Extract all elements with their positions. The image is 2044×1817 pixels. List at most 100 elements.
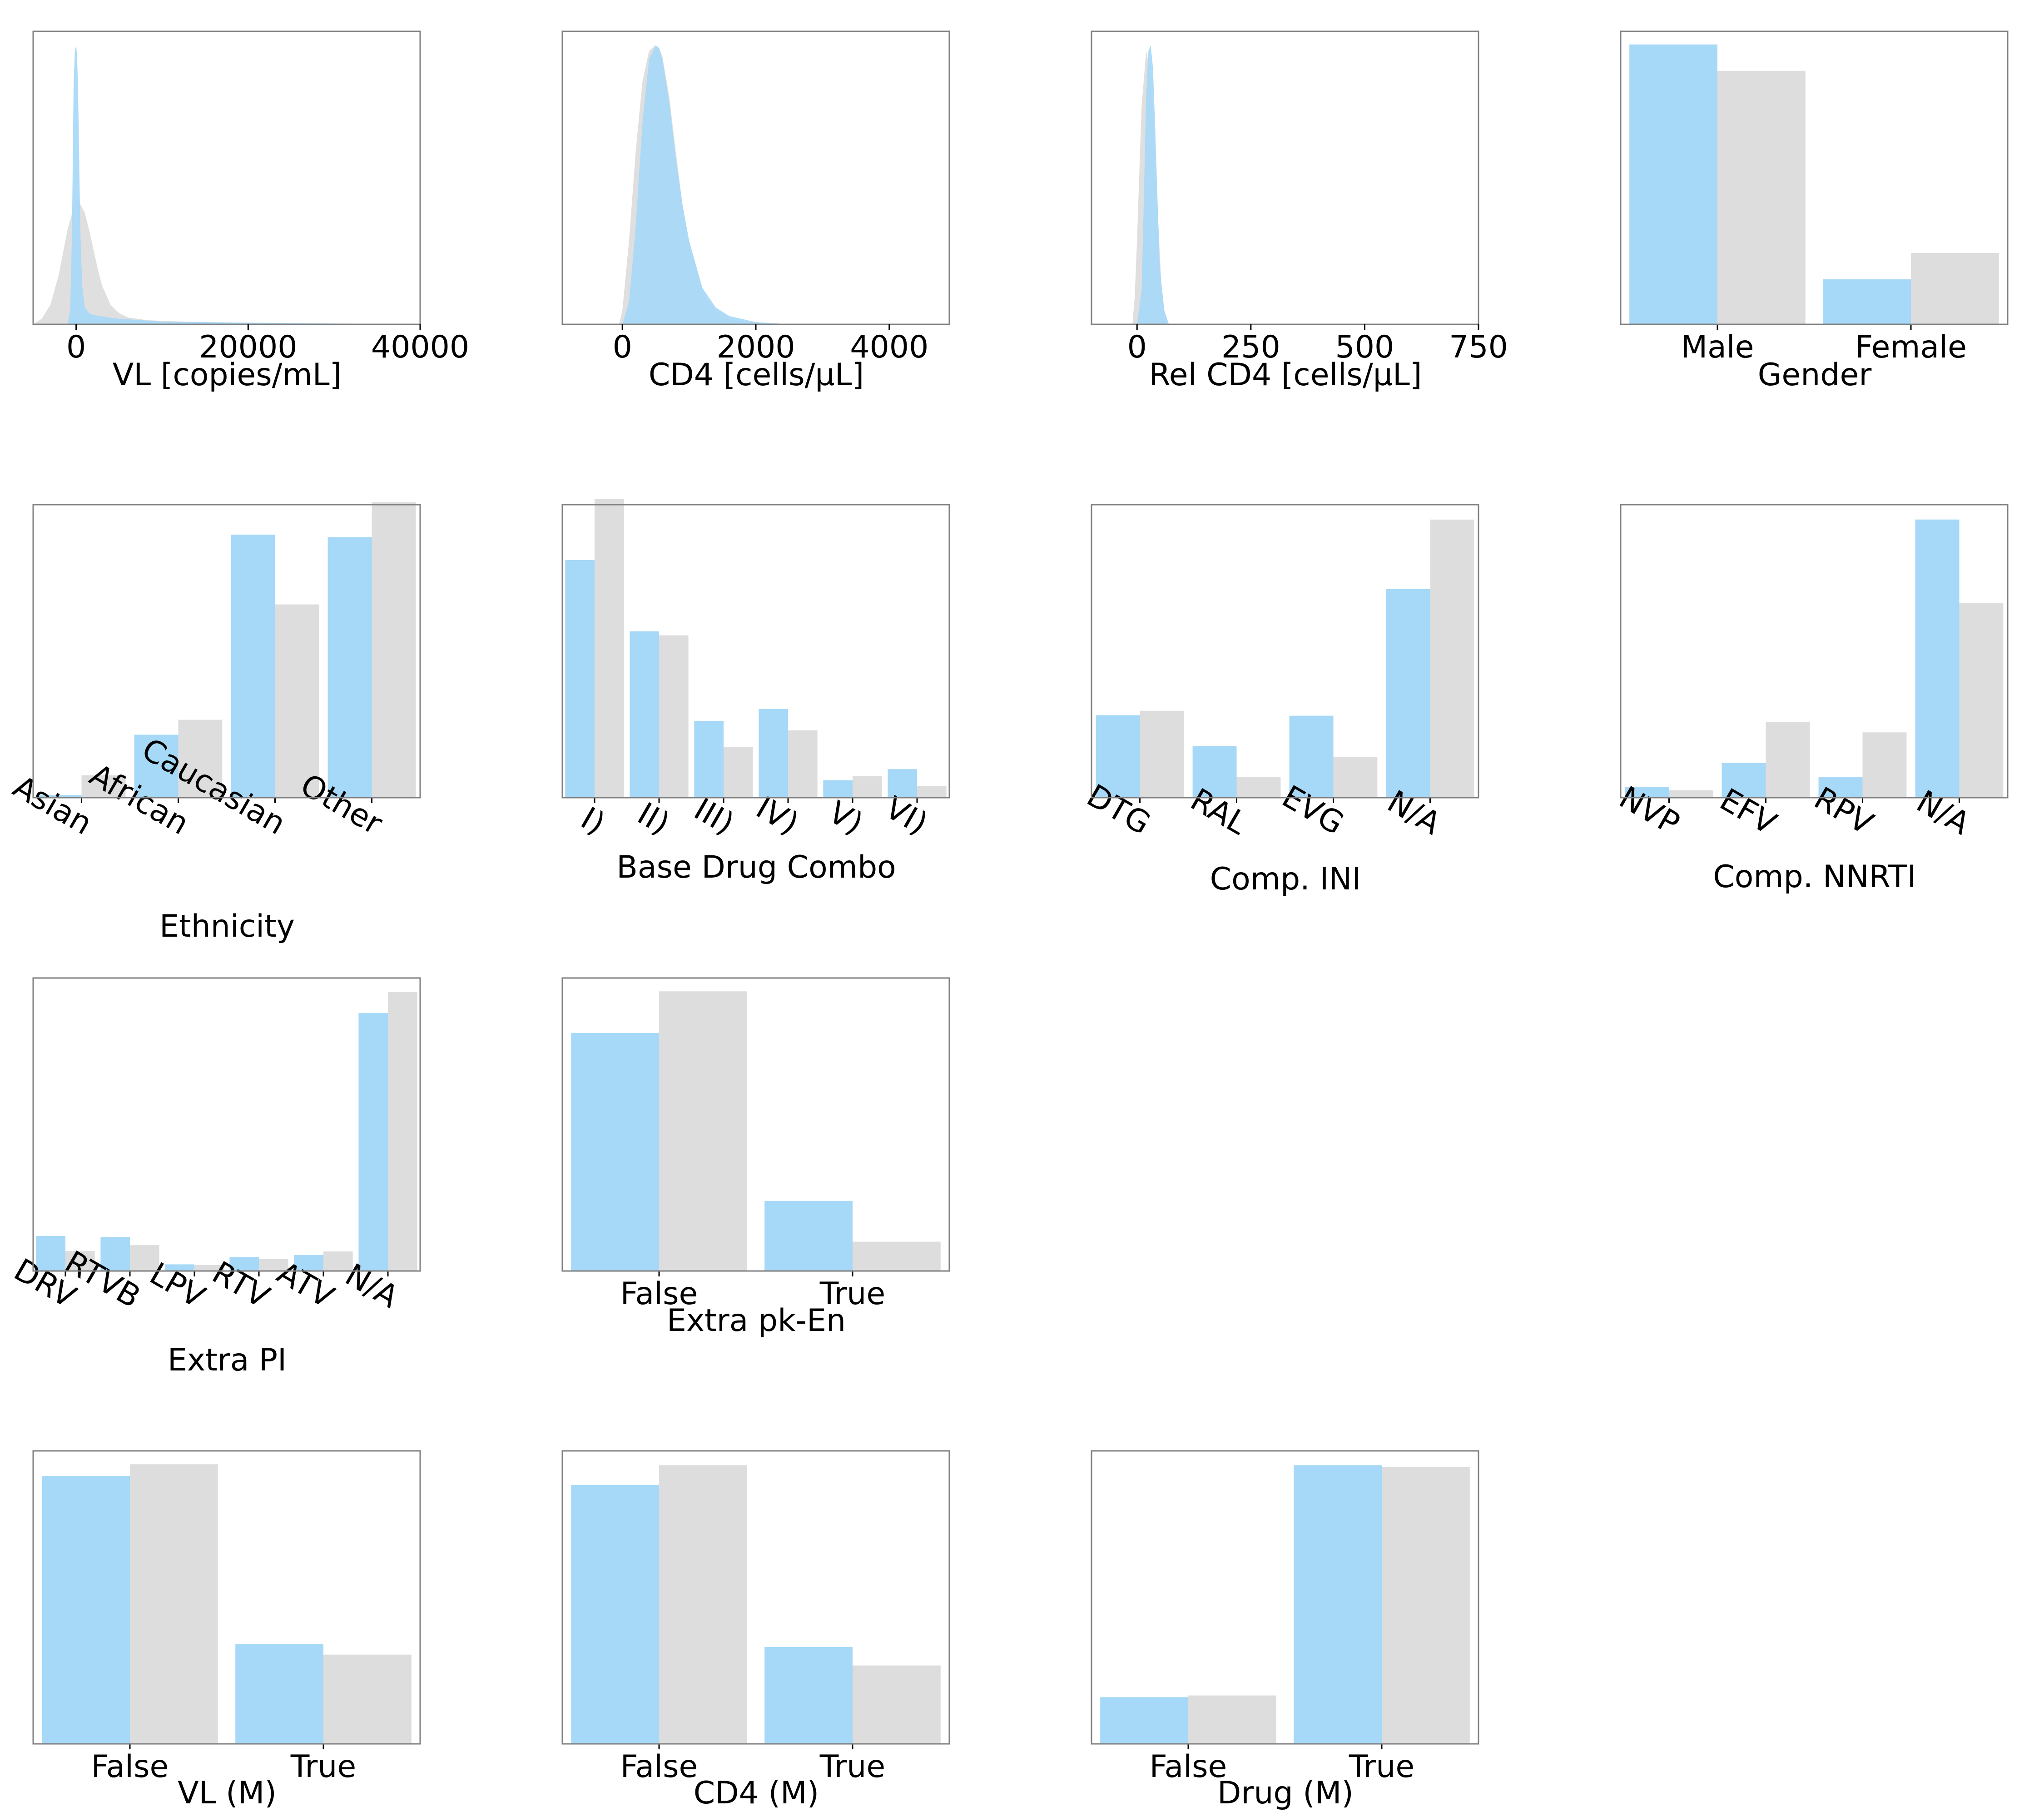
panel-extra-pk-en: Extra pk-En False True — [561, 977, 950, 1339]
bar-series-1 — [1823, 279, 1911, 324]
x-tick-label: 750 — [1449, 329, 1508, 365]
x-tick-label: 4000 — [850, 329, 928, 365]
axes-frame — [32, 1450, 421, 1745]
bar-series-1 — [1625, 787, 1669, 798]
axes-frame — [1091, 1450, 1479, 1745]
x-tick-label: False — [620, 1749, 698, 1785]
bar-series-2 — [194, 1265, 224, 1271]
x-tick-label: 250 — [1221, 329, 1280, 365]
bar-series-1 — [327, 537, 372, 798]
bar-series-2 — [853, 776, 882, 798]
xlabel-drug-m: Drug (M) — [1217, 1775, 1354, 1811]
bar-series-1 — [235, 1644, 323, 1744]
xlabel-rel-cd4: Rel CD4 [cells/µL] — [1149, 357, 1422, 393]
bar-series-2 — [1669, 790, 1713, 798]
x-tick-label: False — [91, 1749, 169, 1785]
bar-series-2 — [81, 775, 126, 798]
xlabel-vl-m: VL (M) — [178, 1775, 277, 1811]
bar-series-2 — [595, 499, 624, 798]
panel-rel-cd4: Rel CD4 [cells/µL] 0 250 500 750 — [1091, 30, 1508, 393]
bar-series-1 — [759, 709, 788, 798]
bar-series-2 — [130, 1464, 218, 1744]
axes-frame — [32, 504, 421, 799]
x-tick-label: True — [290, 1749, 356, 1785]
bar-series-1 — [823, 780, 853, 798]
axes-frame — [561, 504, 950, 799]
x-tick-label: II) — [631, 796, 675, 842]
density-series-2 — [67, 45, 420, 324]
bar-series-1 — [571, 1485, 659, 1744]
bar-series-1 — [1818, 777, 1863, 798]
xlabel-comp-nnrti: Comp. NNRTI — [1713, 859, 1916, 895]
axes-frame — [561, 977, 950, 1272]
x-tick-label: 20000 — [199, 329, 297, 365]
bar-series-2 — [1382, 1467, 1470, 1744]
panel-comp-ini: Comp. INI DTG RAL EVG N/A — [1081, 504, 1479, 897]
x-tick-label: True — [819, 1276, 885, 1312]
x-tick-label: Female — [1855, 329, 1967, 365]
bar-series-1 — [565, 560, 595, 798]
density-series-1 — [33, 199, 420, 324]
axes-frame — [1620, 504, 2009, 799]
x-tick-label: 500 — [1335, 329, 1394, 365]
bar-series-2 — [1236, 777, 1281, 798]
panel-gender: Gender Male Female — [1620, 30, 2009, 393]
panel-vl: VL [copies/mL] 0 20000 40000 — [32, 30, 469, 393]
bar-series-2 — [1717, 70, 1806, 325]
bar-series-2 — [659, 1465, 747, 1744]
bar-series-1 — [1192, 746, 1237, 798]
bar-series-1 — [694, 720, 724, 798]
axes-frame — [561, 30, 950, 325]
bar-series-1 — [1629, 44, 1717, 324]
bar-series-2 — [65, 1251, 95, 1271]
x-tick-label: 40000 — [371, 329, 469, 365]
x-tick-label: True — [1349, 1749, 1414, 1785]
bar-series-2 — [323, 1251, 353, 1271]
bar-series-2 — [853, 1241, 941, 1271]
xlabel-cd4-m: CD4 (M) — [694, 1775, 819, 1811]
bar-series-2 — [1333, 757, 1378, 798]
x-tick-label: 0 — [613, 329, 632, 365]
bar-series-1 — [1915, 519, 1960, 798]
bar-series-2 — [724, 747, 753, 798]
bar-series-2 — [1766, 722, 1810, 798]
bar-series-2 — [275, 604, 319, 798]
bar-series-1 — [37, 795, 82, 798]
xlabel-extra-pk-en: Extra pk-En — [667, 1303, 846, 1339]
x-tick-label: False — [1150, 1749, 1227, 1785]
xlabel-extra-pi: Extra PI — [168, 1342, 287, 1378]
x-tick-label: III) — [688, 791, 740, 842]
bar-series-1 — [42, 1476, 130, 1744]
bar-series-1 — [1100, 1697, 1188, 1744]
density-series-2 — [1137, 45, 1169, 324]
x-tick-label: False — [620, 1276, 698, 1312]
x-tick-label: I) — [575, 800, 611, 842]
bar-series-2 — [1862, 732, 1907, 798]
bar-series-2 — [323, 1654, 412, 1744]
bar-series-1 — [1386, 589, 1430, 798]
axes-frame — [32, 30, 421, 325]
bar-series-1 — [1096, 715, 1140, 798]
panel-drug-m: Drug (M) False True — [1091, 1450, 1479, 1811]
bar-series-1 — [1294, 1465, 1382, 1744]
x-tick-label: Male — [1681, 329, 1754, 365]
bar-series-1 — [630, 631, 659, 798]
bar-series-2 — [659, 991, 747, 1271]
x-tick-label: 0 — [66, 329, 86, 365]
bar-series-2 — [178, 720, 223, 798]
bar-series-1 — [134, 735, 179, 798]
bar-series-2 — [1140, 710, 1184, 798]
density-series-2 — [622, 45, 823, 324]
axes-frame — [561, 1450, 950, 1745]
xlabel-vl: VL [copies/mL] — [113, 357, 342, 393]
axes-frame — [1091, 30, 1479, 325]
bar-series-1 — [888, 769, 917, 798]
bar-series-2 — [372, 502, 416, 798]
bar-series-2 — [1188, 1695, 1276, 1744]
xlabel-ethnicity: Ethnicity — [159, 908, 295, 944]
bar-series-2 — [1959, 603, 2004, 798]
axes-frame — [1620, 30, 2009, 325]
bar-series-2 — [659, 635, 689, 798]
bar-series-1 — [165, 1264, 194, 1271]
